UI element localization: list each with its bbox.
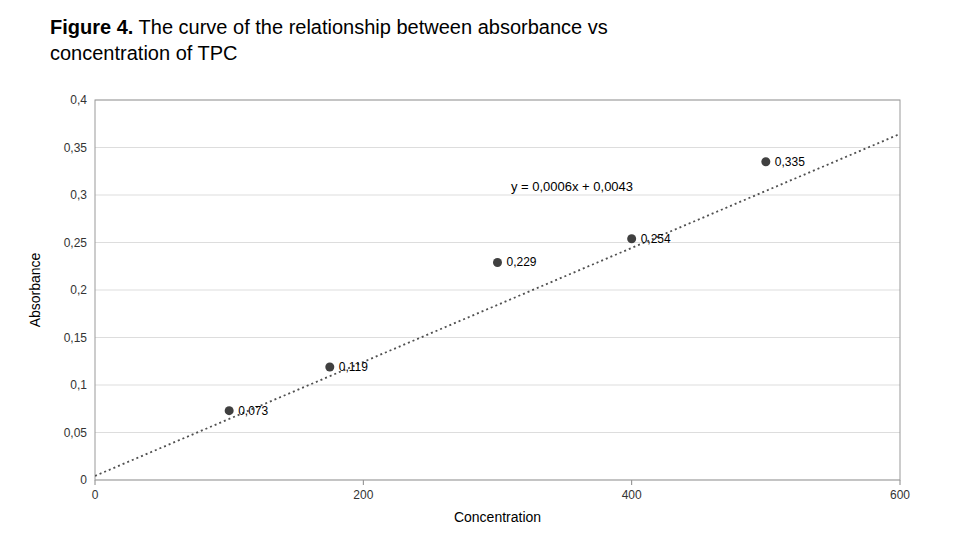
x-tick: [363, 480, 364, 485]
data-label: 0,119: [339, 360, 368, 374]
x-tick: [631, 480, 632, 485]
x-axis-label: Concentration: [454, 509, 541, 525]
title-rest: The curve of the relationship between ab…: [50, 16, 608, 64]
y-tick-label: 0,4: [70, 93, 87, 107]
grid-line: [95, 147, 900, 148]
scatter-point: [493, 258, 502, 267]
plot-frame: [95, 100, 900, 480]
grid-line: [95, 290, 900, 291]
x-tick-label: 0: [92, 488, 99, 502]
grid-line: [95, 432, 900, 433]
y-tick-label: 0,3: [70, 188, 87, 202]
grid-line: [95, 385, 900, 386]
title-bold: Figure 4.: [50, 16, 133, 38]
y-tick-label: 0: [80, 473, 87, 487]
y-tick-label: 0,2: [70, 283, 87, 297]
x-tick: [95, 480, 96, 485]
marks: [95, 134, 900, 476]
data-label: 0,229: [507, 255, 537, 269]
x-tick-label: 200: [353, 488, 373, 502]
data-label: 0,335: [775, 155, 805, 169]
grid-line: [95, 337, 900, 338]
x-tick-label: 400: [622, 488, 642, 502]
data-label: 0,073: [238, 404, 268, 418]
y-axis-label: Absorbance: [27, 252, 43, 327]
y-tick-label: 0,05: [64, 426, 88, 440]
grid-line: [95, 242, 900, 243]
y-tick-label: 0,1: [70, 378, 87, 392]
scatter-point: [225, 406, 234, 415]
equation: y = 0,0006x + 0,0043: [511, 179, 633, 194]
y-tick-label: 0,15: [64, 331, 88, 345]
x-tick: [900, 480, 901, 485]
trend-line: [95, 134, 900, 476]
grid-line: [95, 195, 900, 196]
x-tick-label: 600: [890, 488, 910, 502]
y-tick-label: 0,25: [64, 236, 88, 250]
y-tick-label: 0,35: [64, 141, 88, 155]
scatter-point: [627, 234, 636, 243]
scatter-point: [325, 362, 334, 371]
title: Figure 4. The curve of the relationship …: [50, 14, 670, 66]
scatter-point: [761, 157, 770, 166]
data-label: 0,254: [641, 232, 671, 246]
